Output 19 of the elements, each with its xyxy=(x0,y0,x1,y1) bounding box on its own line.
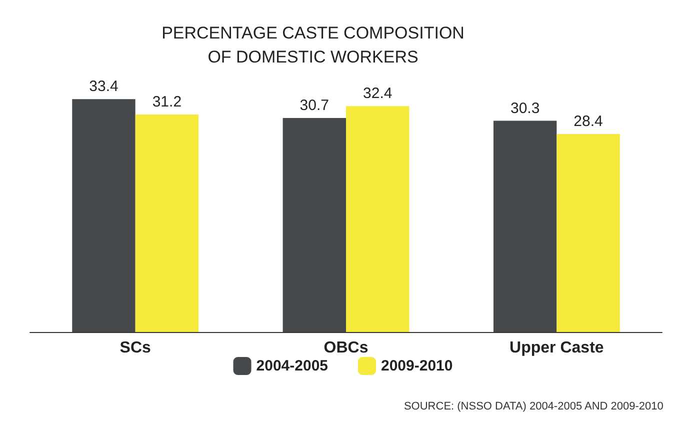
legend-label: 2004-2005 xyxy=(256,358,328,374)
data-label: 28.4 xyxy=(574,113,603,130)
chart-title: PERCENTAGE CASTE COMPOSITION OF DOMESTIC WORKERS xyxy=(162,24,464,66)
bar xyxy=(72,99,136,332)
data-label: 32.4 xyxy=(363,85,392,102)
data-label: 30.7 xyxy=(300,96,329,114)
data-label: 31.2 xyxy=(152,93,182,110)
bar xyxy=(135,114,199,332)
bar xyxy=(556,134,620,332)
bar xyxy=(493,120,557,332)
bar xyxy=(346,106,410,332)
bar xyxy=(282,118,346,332)
data-label: 33.4 xyxy=(89,78,118,96)
x-tick-label: SCs xyxy=(120,340,151,356)
x-tick-label: Upper Caste xyxy=(510,340,604,356)
source-note: SOURCE: (NSSO DATA) 2004-2005 AND 2009-2010 xyxy=(404,400,664,412)
x-tick-label: OBCs xyxy=(324,340,368,356)
data-label: 30.3 xyxy=(510,100,540,117)
legend-label: 2009-2010 xyxy=(381,358,453,374)
